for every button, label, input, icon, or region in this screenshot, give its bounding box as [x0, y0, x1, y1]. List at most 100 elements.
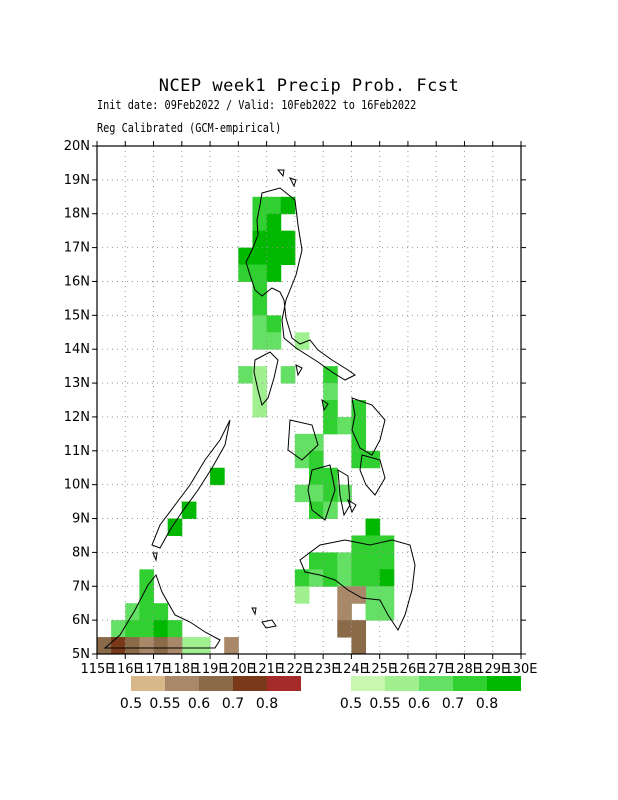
above-normal-colorbar: 0.5 0.55 0.6 0.7 0.8	[340, 676, 521, 712]
calibration-method: Reg Calibrated (GCM-empirical)	[97, 121, 282, 135]
lon-tick-label: 115E	[80, 662, 113, 677]
above-normal-cell	[266, 332, 282, 350]
above-normal-cell	[309, 484, 324, 503]
colorbars: 0.5 0.55 0.6 0.7 0.8 0.5 0.55 0.6 0.7 0.8	[120, 676, 521, 712]
below-normal-cell	[337, 586, 352, 604]
map-title: NCEP week1 Precip Prob. Fcst	[158, 76, 460, 96]
colorbar-label: 0.55	[149, 696, 180, 712]
above-normal-cell	[351, 535, 367, 553]
colorbar-label: 0.8	[256, 696, 278, 712]
colorbar-swatch	[199, 676, 233, 691]
above-normal-cell	[309, 569, 324, 587]
above-normal-cell	[280, 247, 296, 266]
lat-tick-label: 8N	[72, 545, 90, 560]
above-normal-cell	[252, 213, 268, 232]
above-normal-cell	[379, 535, 395, 553]
below-normal-cell	[97, 637, 112, 655]
above-normal-cell	[252, 332, 268, 350]
colorbar-label: 0.5	[340, 696, 362, 712]
above-normal-cell	[365, 450, 381, 469]
above-normal-cell	[323, 366, 338, 384]
above-normal-cell	[181, 637, 197, 655]
lat-tick-label: 20N	[64, 139, 90, 154]
lon-tick-label: 128E	[448, 662, 481, 677]
lat-tick-label: 9N	[72, 512, 90, 527]
lat-tick-label: 12N	[64, 410, 90, 425]
above-normal-cell	[351, 433, 367, 452]
colorbar-swatch	[165, 676, 199, 691]
lon-tick-label: 121E	[250, 662, 283, 677]
lon-tick-label: 116E	[109, 662, 142, 677]
below-normal-cell	[337, 620, 352, 638]
colorbar-swatch	[233, 676, 267, 691]
colorbar-label: 0.6	[188, 696, 210, 712]
above-normal-cell	[294, 332, 310, 350]
below-normal-cell	[224, 637, 239, 655]
above-normal-cell	[238, 247, 253, 266]
above-normal-cell	[139, 569, 155, 587]
lon-tick-label: 117E	[137, 662, 170, 677]
above-normal-cell	[379, 603, 395, 621]
colorbar-label: 0.7	[222, 696, 244, 712]
above-normal-cell	[337, 552, 352, 570]
colorbar-swatch	[351, 676, 385, 691]
colorbar-swatch	[131, 676, 165, 691]
above-normal-cell	[294, 586, 310, 604]
graticule	[97, 146, 521, 654]
above-normal-cell	[323, 383, 338, 401]
lon-tick-label: 127E	[420, 662, 453, 677]
lon-tick-label: 129E	[476, 662, 509, 677]
below-normal-cell	[337, 603, 352, 621]
above-normal-cell	[309, 450, 324, 469]
colorbar-label: 0.55	[369, 696, 400, 712]
above-normal-cell	[351, 450, 367, 469]
probability-cells	[97, 196, 395, 655]
lat-tick-label: 15N	[64, 308, 90, 323]
lat-tick-label: 7N	[72, 579, 90, 594]
above-normal-cell	[238, 264, 253, 282]
above-normal-cell	[280, 366, 296, 384]
below-normal-cell	[351, 620, 367, 638]
below-normal-cell	[351, 586, 367, 604]
lon-tick-label: 122E	[278, 662, 311, 677]
above-normal-cell	[111, 620, 126, 638]
above-normal-cell	[365, 569, 381, 587]
above-normal-cell	[125, 620, 140, 638]
lat-tick-label: 18N	[64, 207, 90, 222]
above-normal-cell	[252, 315, 268, 333]
above-normal-cell	[309, 433, 324, 452]
colorbar-label: 0.8	[476, 696, 498, 712]
above-normal-cell	[153, 603, 169, 621]
above-normal-cell	[365, 603, 381, 621]
above-normal-cell	[323, 416, 338, 435]
axis-ticks: 5N 6N 7N 8N 9N 10N 11N 12N 13N 14N 15N 16N 17N 18N 19N…	[64, 139, 538, 677]
above-normal-cell	[337, 569, 352, 587]
lat-tick-label: 10N	[64, 478, 90, 493]
above-normal-cell	[139, 603, 155, 621]
above-normal-cell	[139, 586, 155, 604]
lon-tick-label: 119E	[194, 662, 227, 677]
above-normal-cell	[252, 264, 268, 282]
lat-tick-label: 16N	[64, 274, 90, 289]
lon-tick-label: 123E	[307, 662, 340, 677]
above-normal-cell	[379, 552, 395, 570]
init-valid-dates: Init date: 09Feb2022 / Valid: 10Feb2022 …	[97, 98, 417, 112]
above-normal-cell	[139, 620, 155, 638]
lat-tick-label: 11N	[64, 444, 90, 459]
below-normal-cell	[139, 637, 155, 655]
above-normal-cell	[351, 416, 367, 435]
colorbar-swatch	[419, 676, 453, 691]
above-normal-cell	[252, 383, 268, 401]
below-normal-cell	[153, 637, 169, 655]
above-normal-cell	[280, 230, 296, 249]
above-normal-cell	[181, 501, 197, 520]
above-normal-cell	[379, 586, 395, 604]
above-normal-cell	[294, 569, 310, 587]
above-normal-cell	[309, 467, 324, 486]
above-normal-cell	[365, 552, 381, 570]
above-normal-cell	[266, 247, 282, 266]
above-normal-cell	[266, 213, 282, 232]
above-normal-cell	[266, 264, 282, 282]
colorbar-swatch	[385, 676, 419, 691]
